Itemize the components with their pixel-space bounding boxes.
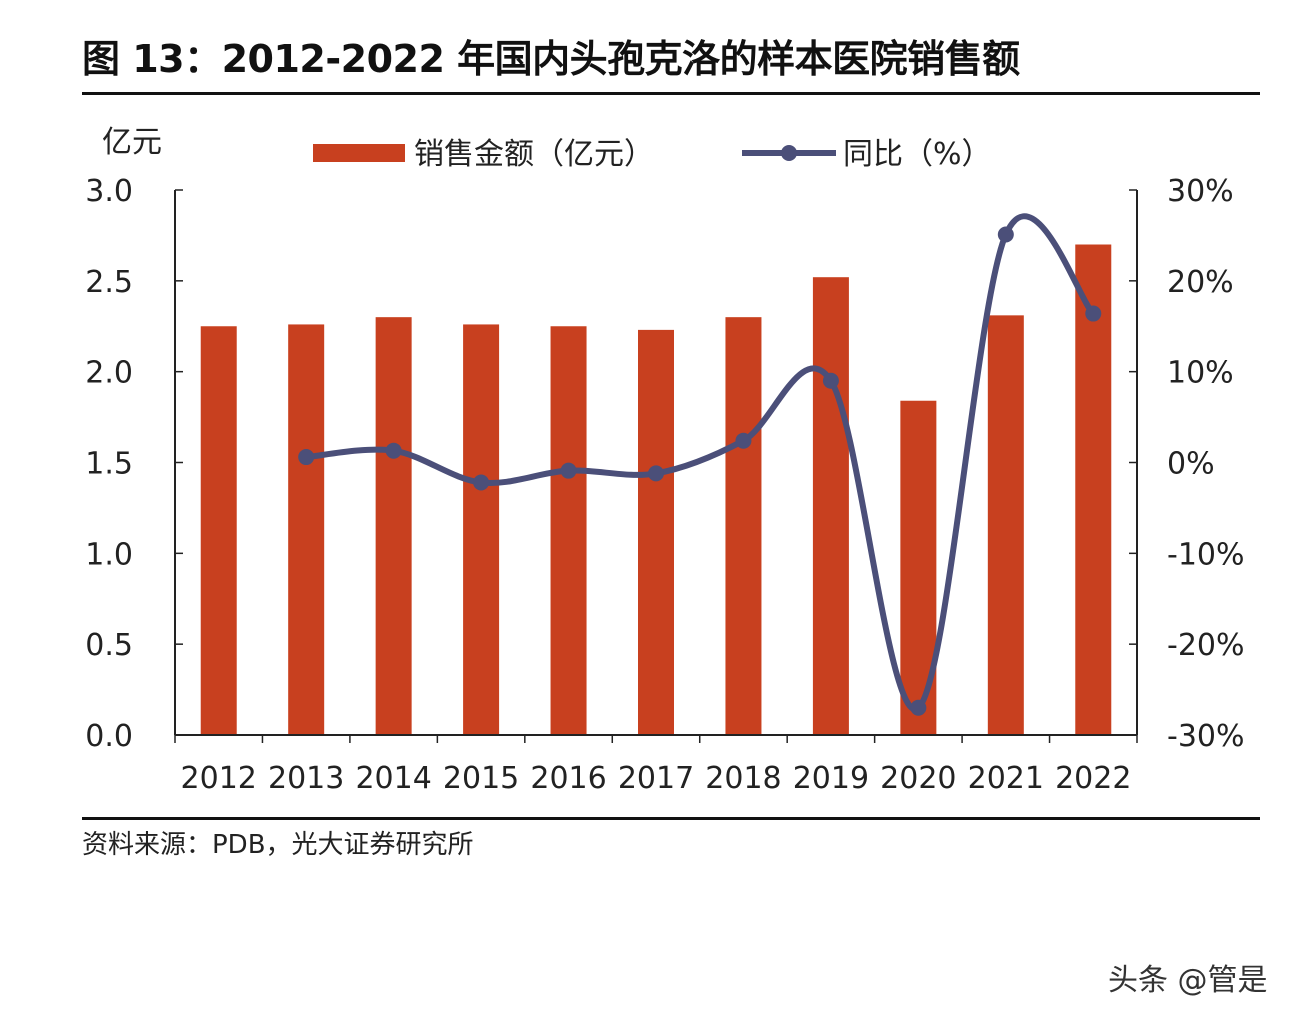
x-tick-label: 2022 xyxy=(1055,761,1131,796)
yoy-line xyxy=(303,213,1097,712)
bar-2017 xyxy=(638,329,674,735)
right-tick-label: -30% xyxy=(1167,719,1245,754)
legend-bar-label: 销售金额（亿元） xyxy=(414,137,654,172)
right-tick-label: 10% xyxy=(1167,356,1234,391)
legend-line-marker xyxy=(781,145,797,161)
yoy-point-2013 xyxy=(298,449,315,466)
right-tick-label: 30% xyxy=(1167,174,1234,209)
legend-line-label: 同比（%） xyxy=(843,137,992,172)
bar-2019 xyxy=(812,277,849,735)
right-tick-label: -20% xyxy=(1167,628,1245,663)
bar-2013 xyxy=(288,324,325,735)
yoy-point-2018 xyxy=(735,432,752,449)
x-tick-label: 2012 xyxy=(181,761,257,796)
bar-2018 xyxy=(725,317,762,735)
left-axis-unit: 亿元 xyxy=(102,125,162,160)
x-tick-label: 2020 xyxy=(880,761,956,796)
bar-2015 xyxy=(463,324,500,735)
x-tick-label: 2016 xyxy=(530,761,606,796)
x-tick-label: 2021 xyxy=(968,761,1044,796)
bar-2014 xyxy=(375,317,412,735)
right-tick-label: 20% xyxy=(1167,265,1234,300)
source-note: 资料来源：PDB，光大证券研究所 xyxy=(82,830,474,860)
yoy-point-2016 xyxy=(560,462,577,479)
left-tick-label: 1.0 xyxy=(85,537,133,572)
right-tick-label: -10% xyxy=(1167,537,1245,572)
chart-title: 图 13：2012-2022 年国内头孢克洛的样本医院销售额 xyxy=(82,37,1020,81)
title-rule xyxy=(82,92,1260,95)
source-rule xyxy=(82,817,1260,820)
yoy-point-2019 xyxy=(822,372,839,389)
legend-bar-swatch xyxy=(313,144,405,162)
right-tick-label: 0% xyxy=(1167,447,1215,482)
left-tick-label: 0.0 xyxy=(85,719,133,754)
x-tick-label: 2019 xyxy=(793,761,869,796)
x-tick-label: 2017 xyxy=(618,761,694,796)
x-tick-label: 2018 xyxy=(705,761,781,796)
yoy-point-2021 xyxy=(997,226,1014,243)
x-tick-label: 2015 xyxy=(443,761,519,796)
left-tick-label: 1.5 xyxy=(85,447,133,482)
yoy-point-2020 xyxy=(910,699,927,716)
watermark: 头条 @管是 xyxy=(1108,963,1268,998)
yoy-point-2015 xyxy=(473,474,490,491)
chart: 0.0 0.5 1.0 1.5 2.0 2.5 3.0 30% 20% 10% 0% -10% -20%… xyxy=(85,125,1245,796)
left-tick-label: 0.5 xyxy=(85,628,133,663)
yoy-point-2017 xyxy=(648,465,664,482)
x-tick-label: 2013 xyxy=(268,761,344,796)
yoy-point-2014 xyxy=(385,442,402,459)
left-tick-label: 2.5 xyxy=(85,265,133,300)
bar-2016 xyxy=(550,326,587,735)
left-tick-label: 2.0 xyxy=(85,356,133,391)
x-tick-label: 2014 xyxy=(355,761,431,796)
bar-2021 xyxy=(987,315,1024,735)
bar-2022 xyxy=(1075,244,1112,735)
bar-2012 xyxy=(200,326,237,735)
yoy-point-2022 xyxy=(1085,305,1102,322)
left-tick-label: 3.0 xyxy=(85,174,133,209)
